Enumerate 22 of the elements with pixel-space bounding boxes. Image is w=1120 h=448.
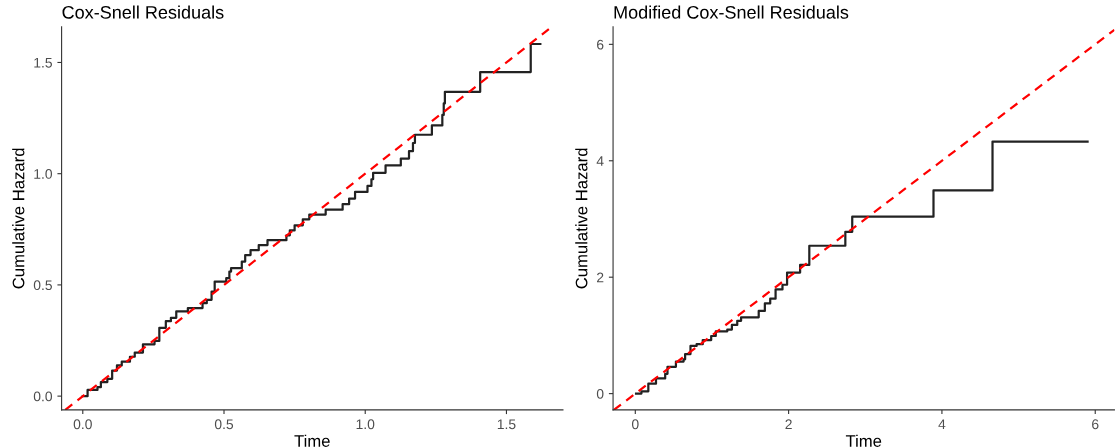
x-tick-label: 1.0 (356, 419, 375, 430)
y-tick-label: 0.0 (33, 391, 53, 402)
x-axis-title: Time (845, 434, 882, 447)
y-tick-label: 0.5 (33, 280, 52, 291)
x-tick-label: 2 (785, 419, 792, 430)
x-axis-title: Time (294, 434, 330, 447)
x-tick-label: 6 (1092, 419, 1099, 430)
x-tick-label: 0.5 (214, 419, 234, 430)
y-tick-label: 4 (596, 156, 604, 166)
chart-title: Modified Cox-Snell Residuals (614, 5, 849, 19)
x-tick-label: 0 (631, 419, 639, 430)
y-tick-label: 1.0 (34, 169, 53, 179)
y-tick-label: 0 (596, 388, 604, 399)
y-tick-label: 2 (597, 272, 604, 283)
y-tick-label: 6 (597, 39, 604, 50)
chart-title: Cox-Snell Residuals (62, 5, 224, 19)
y-tick-label: 1.5 (34, 57, 52, 68)
y-axis-title: Cumulative Hazard (12, 148, 25, 289)
x-tick-label: 1.5 (497, 419, 516, 430)
x-tick-label: 4 (938, 419, 946, 430)
x-tick-label: 0.0 (73, 419, 92, 430)
y-axis-title: Cumulative Hazard (575, 148, 588, 289)
